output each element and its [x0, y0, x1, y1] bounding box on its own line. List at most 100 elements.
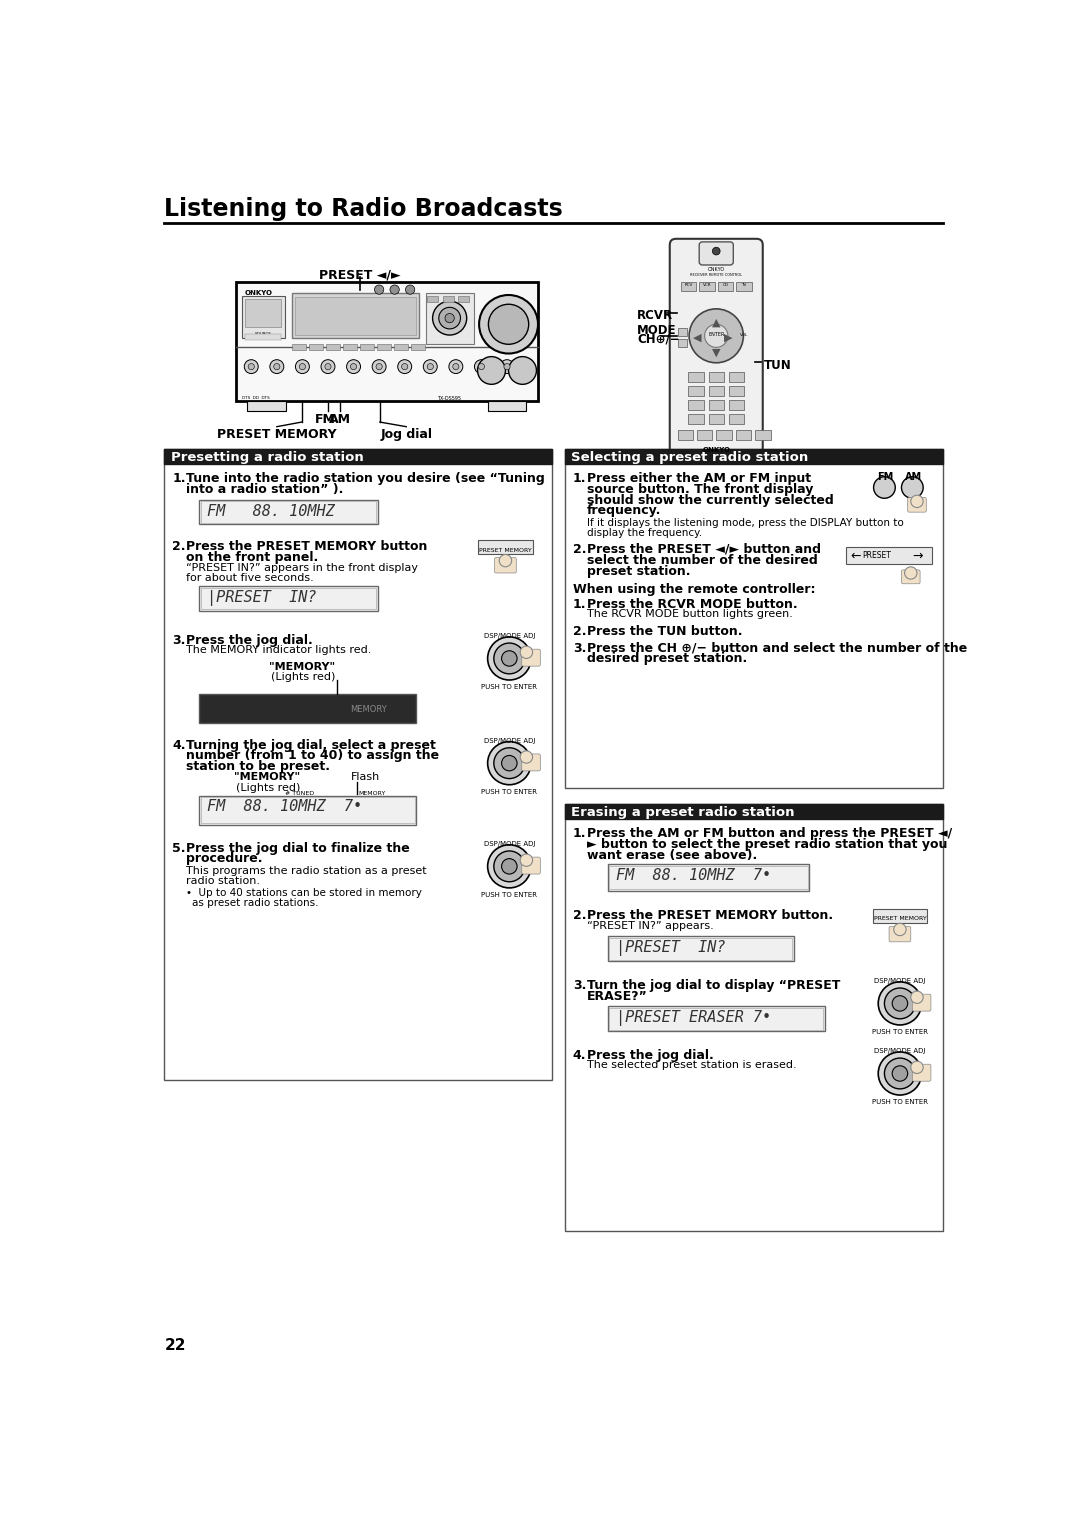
Text: Turning the jog dial, select a preset: Turning the jog dial, select a preset [186, 738, 436, 752]
Circle shape [488, 845, 531, 888]
Circle shape [885, 1057, 916, 1089]
FancyBboxPatch shape [670, 238, 762, 458]
Text: 4.: 4. [572, 1048, 586, 1062]
Bar [235, 283, 538, 402]
Bar [609, 1008, 823, 1030]
Text: •  Up to 40 stations can be stored in memory: • Up to 40 stations can be stored in mem… [186, 888, 422, 898]
Text: Selecting a preset radio station: Selecting a preset radio station [571, 451, 809, 463]
Circle shape [480, 295, 538, 353]
Text: display the frequency.: display the frequency. [586, 529, 702, 538]
Text: 2.: 2. [572, 909, 586, 921]
Bar [201, 501, 376, 523]
Text: DTS  DD  DTS: DTS DD DTS [242, 396, 270, 400]
Circle shape [689, 309, 743, 362]
Text: ERASE?”: ERASE?” [586, 990, 648, 1002]
Bar [247, 402, 286, 411]
Bar [729, 400, 744, 410]
Circle shape [477, 356, 505, 385]
Text: # TUNED: # TUNED [284, 792, 313, 796]
Circle shape [521, 646, 532, 659]
Circle shape [499, 555, 512, 567]
Bar [699, 283, 715, 292]
Text: 2.: 2. [572, 542, 586, 556]
Text: Turn the jog dial to display “PRESET: Turn the jog dial to display “PRESET [586, 979, 840, 992]
Circle shape [390, 286, 400, 295]
Text: Jog dial: Jog dial [380, 428, 432, 442]
Text: select the number of the desired: select the number of the desired [586, 553, 818, 567]
Bar [608, 863, 809, 891]
Bar [688, 387, 704, 396]
Bar [478, 539, 532, 553]
Circle shape [453, 364, 459, 370]
Text: PRESET MEMORY: PRESET MEMORY [874, 917, 927, 921]
Bar [309, 344, 323, 350]
Text: ENTER: ENTER [708, 332, 725, 338]
Text: FM  88. 10MHZ  7•: FM 88. 10MHZ 7• [207, 799, 362, 814]
Circle shape [494, 747, 525, 779]
Bar [292, 344, 306, 350]
Text: preset station.: preset station. [586, 564, 690, 578]
Circle shape [376, 364, 382, 370]
Bar [716, 429, 732, 440]
Text: 3.: 3. [572, 979, 586, 992]
Text: ▲: ▲ [712, 318, 720, 329]
Text: If it displays the listening mode, press the DISPLAY button to: If it displays the listening mode, press… [586, 518, 904, 529]
Bar [200, 500, 378, 524]
Circle shape [423, 359, 437, 373]
Text: AM: AM [905, 472, 921, 483]
Circle shape [892, 1067, 907, 1082]
Text: VCR: VCR [703, 284, 712, 287]
Bar [428, 296, 438, 303]
Text: ←: ← [850, 550, 861, 562]
Circle shape [878, 1051, 921, 1096]
Text: Press the PRESET MEMORY button: Press the PRESET MEMORY button [186, 539, 428, 553]
Text: (Lights red): (Lights red) [271, 672, 335, 683]
Circle shape [509, 356, 537, 385]
Bar [755, 429, 770, 440]
Circle shape [488, 741, 531, 785]
Text: DSP/MODE ADJ: DSP/MODE ADJ [874, 978, 926, 984]
Text: should show the currently selected: should show the currently selected [586, 494, 834, 507]
Circle shape [478, 364, 485, 370]
Bar [565, 804, 943, 819]
Bar [410, 344, 424, 350]
Circle shape [494, 851, 525, 882]
Circle shape [402, 364, 408, 370]
Bar [609, 865, 808, 889]
Text: 22: 22 [164, 1339, 186, 1354]
Bar [708, 371, 724, 382]
Text: radio station.: radio station. [186, 877, 260, 886]
Bar [677, 339, 687, 347]
Circle shape [273, 364, 280, 370]
Text: The selected preset station is erased.: The selected preset station is erased. [586, 1060, 796, 1071]
Circle shape [885, 989, 916, 1019]
FancyBboxPatch shape [495, 558, 516, 573]
Circle shape [299, 364, 306, 370]
Bar [718, 283, 733, 292]
Text: ► button to select the preset radio station that you: ► button to select the preset radio stat… [586, 837, 947, 851]
Circle shape [375, 286, 383, 295]
Text: CD: CD [723, 284, 729, 287]
Text: station to be preset.: station to be preset. [186, 759, 330, 773]
Text: Press the RCVR MODE button.: Press the RCVR MODE button. [586, 599, 797, 611]
Text: RCV: RCV [684, 284, 692, 287]
Bar [295, 296, 416, 335]
Text: This programs the radio station as a preset: This programs the radio station as a pre… [186, 866, 427, 877]
Bar [245, 335, 282, 341]
Bar [394, 344, 408, 350]
Circle shape [504, 364, 510, 370]
Circle shape [501, 859, 517, 874]
Bar [242, 296, 284, 338]
Text: Presetting a radio station: Presetting a radio station [171, 451, 363, 463]
Text: 1.: 1. [172, 472, 186, 484]
Text: 4.: 4. [172, 738, 186, 752]
Text: FM: FM [315, 413, 336, 426]
Text: PUSH TO ENTER: PUSH TO ENTER [482, 892, 538, 898]
Bar [377, 344, 391, 350]
Circle shape [894, 923, 906, 935]
Text: |PRESET  IN?: |PRESET IN? [207, 590, 316, 607]
Text: Listening to Radio Broadcasts: Listening to Radio Broadcasts [164, 197, 563, 222]
Bar [688, 414, 704, 423]
Circle shape [244, 359, 258, 373]
Text: VOL: VOL [740, 333, 747, 336]
